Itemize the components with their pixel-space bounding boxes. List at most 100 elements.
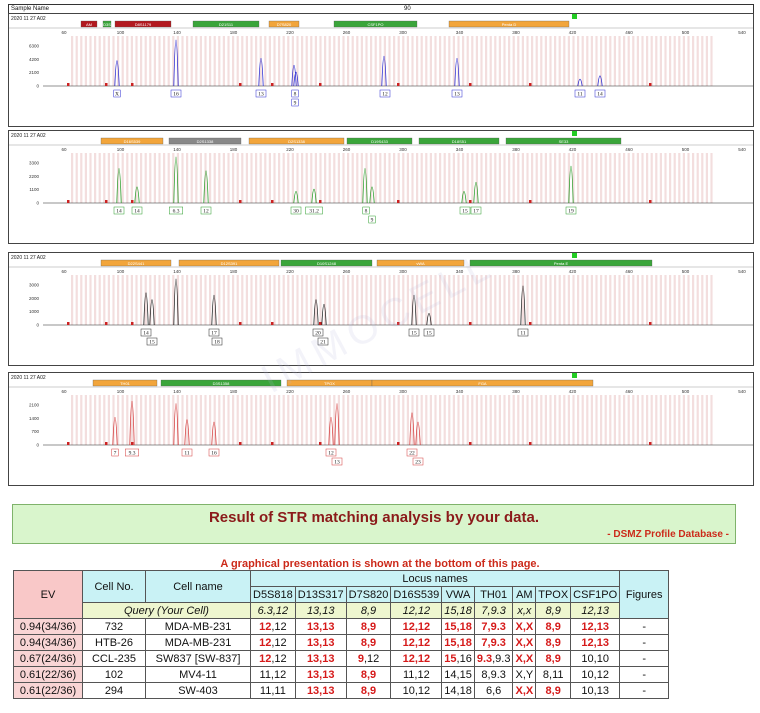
bin-marker xyxy=(558,36,561,86)
bin-marker xyxy=(305,395,308,445)
bin-marker xyxy=(439,395,442,445)
ev-value: 0.67(24/36) xyxy=(13,650,83,667)
bin-marker xyxy=(84,36,87,86)
allele-cell: 9,12 xyxy=(345,650,392,667)
bin-marker xyxy=(149,153,152,203)
svg-text:D10S1248: D10S1248 xyxy=(317,261,337,266)
bin-marker xyxy=(650,395,653,445)
bin-marker xyxy=(190,395,193,445)
bin-marker xyxy=(494,395,497,445)
peak xyxy=(211,421,217,446)
electropherogram-black-plot: 2020 11 27 A02 D22S441 D12S391 D10S1248 vWA P… xyxy=(9,253,753,346)
bin-marker xyxy=(360,395,363,445)
electropherogram-blue-plot: 2020 11 27 A02 AM D3S D8S1179 D21S11 D7S820 CS… xyxy=(9,14,753,107)
y-tick-label: 3000 xyxy=(29,283,40,288)
query-allele: 12,13 xyxy=(570,602,621,619)
bin-marker xyxy=(227,36,230,86)
allele-cell: 14,15 xyxy=(441,666,475,683)
result-title: Result of STR matching analysis by your … xyxy=(208,509,540,526)
bin-marker xyxy=(710,153,713,203)
locus-header: D16S539 xyxy=(390,586,443,603)
allele-label: 17 xyxy=(208,328,220,337)
bin-marker xyxy=(259,395,262,445)
bin-marker xyxy=(333,395,336,445)
bin-marker xyxy=(595,36,598,86)
allele-cell: 10,12 xyxy=(390,682,443,699)
allele-cell: 11,12 xyxy=(250,666,296,683)
bin-marker xyxy=(337,36,340,86)
locus-names-header: Locus names xyxy=(249,570,621,587)
x-tick-label: 420 xyxy=(569,269,577,274)
bin-marker xyxy=(117,36,120,86)
bin-marker xyxy=(374,36,377,86)
bin-marker xyxy=(531,275,534,325)
allele-cell: 8,9 xyxy=(345,634,392,651)
allele-label: 31.2 xyxy=(305,206,323,215)
bin-marker xyxy=(485,36,488,86)
electropherogram-red: 2020 11 27 A02 TH01 D3S1358 TPOX FGA 60 100 140… xyxy=(8,372,754,486)
x-tick-label: 220 xyxy=(286,269,294,274)
svg-text:D2S1338: D2S1338 xyxy=(197,139,214,144)
bin-marker xyxy=(623,153,626,203)
bin-marker xyxy=(701,36,704,86)
bin-marker xyxy=(379,36,382,86)
bin-marker xyxy=(379,275,382,325)
bin-marker xyxy=(650,153,653,203)
allele-cell: 15,16 xyxy=(441,650,475,667)
bin-marker xyxy=(397,153,400,203)
stutter-mark xyxy=(105,200,108,203)
electropherogram-black: 2020 11 27 A02 D22S441 D12S391 D10S1248 vWA P… xyxy=(8,252,754,366)
x-tick-label: 380 xyxy=(512,389,520,394)
bin-marker xyxy=(554,275,557,325)
stutter-mark xyxy=(271,322,274,325)
result-banner: Result of STR matching analysis by your … xyxy=(12,504,736,544)
stutter-mark xyxy=(131,200,134,203)
bin-marker xyxy=(558,153,561,203)
allele-label: 6.3 xyxy=(169,206,183,215)
x-tick-label: 220 xyxy=(286,147,294,152)
stutter-mark xyxy=(319,442,322,445)
graph-note: A graphical presentation is shown at the… xyxy=(220,558,540,570)
bin-marker xyxy=(176,153,179,203)
bin-marker xyxy=(176,275,179,325)
allele-cell: 10,12 xyxy=(570,666,621,683)
svg-text:AM: AM xyxy=(86,22,92,27)
bin-marker xyxy=(218,153,221,203)
bin-marker xyxy=(632,36,635,86)
svg-text:TPOX: TPOX xyxy=(324,381,335,386)
y-tick-label: 2000 xyxy=(29,296,40,301)
bin-marker xyxy=(664,36,667,86)
bin-marker xyxy=(190,36,193,86)
svg-text:Penta D: Penta D xyxy=(502,22,517,27)
bin-marker xyxy=(411,395,414,445)
bin-marker xyxy=(577,275,580,325)
bin-marker xyxy=(512,36,515,86)
svg-text:D3S: D3S xyxy=(103,22,111,27)
cell-number: 102 xyxy=(82,666,146,683)
peak xyxy=(369,186,375,204)
bin-marker xyxy=(489,395,492,445)
peak xyxy=(328,417,334,446)
bin-marker xyxy=(319,36,322,86)
locus-header: CSF1PO xyxy=(570,586,621,603)
bin-marker xyxy=(388,36,391,86)
allele-cell: 12,12 xyxy=(250,618,296,635)
query-label: Query (Your Cell) xyxy=(82,602,251,619)
bin-marker xyxy=(581,36,584,86)
stutter-mark xyxy=(239,200,242,203)
cell-name: MV4-11 xyxy=(145,666,251,683)
svg-text:22: 22 xyxy=(409,451,415,457)
bin-marker xyxy=(94,153,97,203)
bin-marker xyxy=(535,395,538,445)
bin-marker xyxy=(204,275,207,325)
bin-marker xyxy=(540,275,543,325)
locus-bar: AM xyxy=(80,20,98,28)
bin-marker xyxy=(544,153,547,203)
bin-marker xyxy=(245,153,248,203)
bin-marker xyxy=(627,395,630,445)
bin-marker xyxy=(347,395,350,445)
peak xyxy=(473,181,479,204)
bin-marker xyxy=(406,395,409,445)
bin-marker xyxy=(268,153,271,203)
x-tick-label: 260 xyxy=(343,389,351,394)
